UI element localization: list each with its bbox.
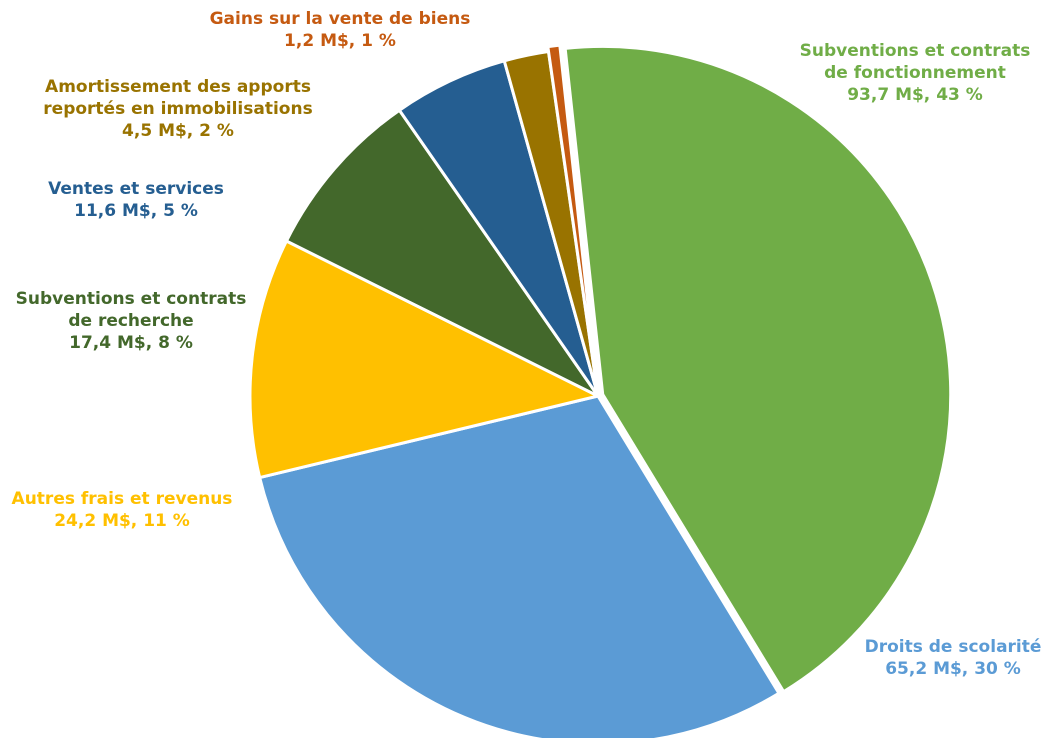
label-subventions-fonctionnement: Subventions et contrats de fonctionnemen… xyxy=(790,40,1040,106)
label-autres-frais: Autres frais et revenus 24,2 M$, 11 % xyxy=(2,488,242,532)
label-line: Subventions et contrats xyxy=(799,41,1031,61)
label-value: 4,5 M$, 2 % xyxy=(122,121,234,141)
label-line: Droits de scolarité xyxy=(864,637,1042,657)
label-line: Autres frais et revenus xyxy=(11,489,233,509)
label-line: reportés en immobilisations xyxy=(43,99,313,119)
slice-autres-frais xyxy=(248,239,600,480)
label-value: 93,7 M$, 43 % xyxy=(847,85,983,105)
label-value: 17,4 M$, 8 % xyxy=(69,333,193,353)
slice-subventions-fonctionnement xyxy=(563,44,953,694)
slice-gains-vente-biens xyxy=(546,43,599,393)
label-line: de recherche xyxy=(68,311,194,331)
label-gains-vente-biens: Gains sur la vente de biens 1,2 M$, 1 % xyxy=(190,8,490,52)
label-value: 11,6 M$, 5 % xyxy=(74,201,198,221)
label-amortissement: Amortissement des apports reportés en im… xyxy=(38,76,318,142)
label-line: Gains sur la vente de biens xyxy=(209,9,471,29)
label-line: de fonctionnement xyxy=(824,63,1006,83)
label-subventions-recherche: Subventions et contrats de recherche 17,… xyxy=(6,288,256,354)
slice-subventions-recherche xyxy=(284,108,600,398)
label-ventes-services: Ventes et services 11,6 M$, 5 % xyxy=(36,178,236,222)
label-line: Subventions et contrats xyxy=(15,289,247,309)
slice-droits-scolarite xyxy=(258,394,781,738)
pie-slices xyxy=(248,43,953,738)
label-value: 65,2 M$, 30 % xyxy=(885,659,1021,679)
label-value: 1,2 M$, 1 % xyxy=(284,31,396,51)
label-value: 24,2 M$, 11 % xyxy=(54,511,190,531)
label-line: Ventes et services xyxy=(48,179,224,199)
label-droits-scolarite: Droits de scolarité 65,2 M$, 30 % xyxy=(858,636,1048,680)
label-line: Amortissement des apports xyxy=(45,77,311,97)
